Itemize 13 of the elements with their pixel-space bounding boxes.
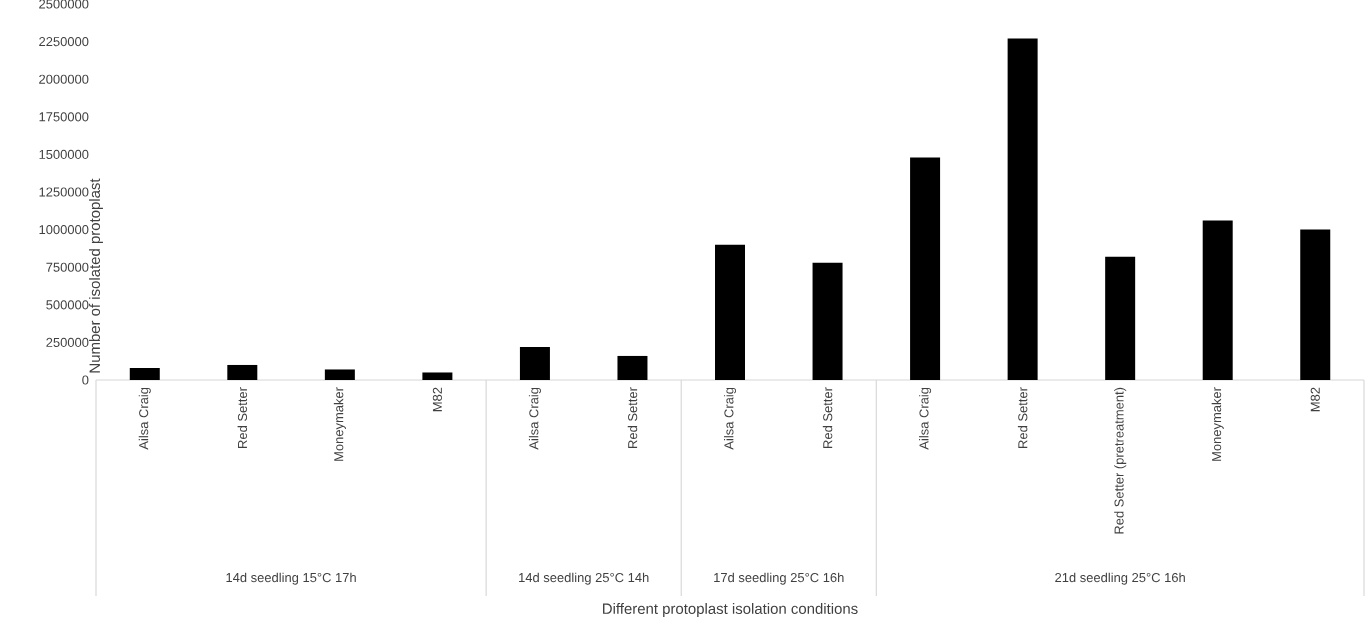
bar (812, 262, 843, 380)
bar (1105, 256, 1136, 380)
bar (422, 372, 453, 380)
bar (1300, 229, 1331, 380)
bar (715, 244, 746, 380)
bar (129, 367, 160, 380)
bar (1202, 220, 1233, 380)
bar (519, 346, 550, 380)
bar (617, 355, 648, 380)
bar (1007, 38, 1038, 380)
bar (910, 157, 941, 380)
bar (324, 369, 355, 380)
bar (227, 364, 258, 380)
